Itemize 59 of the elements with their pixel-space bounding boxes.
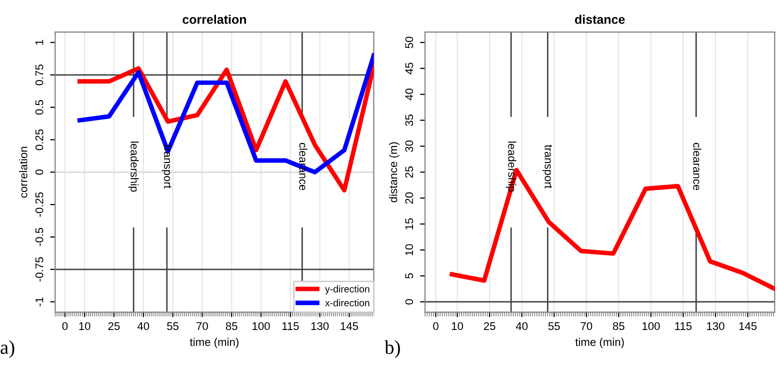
ref-line-label: clearance bbox=[693, 142, 702, 190]
y-tick-label: 15 bbox=[405, 218, 414, 230]
x-tick-label: 145 bbox=[340, 322, 358, 330]
x-tick-label: 40 bbox=[137, 322, 150, 330]
x-tick-label: 0 bbox=[62, 322, 68, 330]
y-tick-label: 40 bbox=[405, 88, 414, 100]
y-axis-title: distance (m) bbox=[389, 142, 400, 202]
x-tick-label: 130 bbox=[311, 322, 329, 330]
x-axis-title: time (min) bbox=[190, 338, 238, 348]
y-tick-label: -0.75 bbox=[35, 257, 44, 282]
y-tick-label: 25 bbox=[405, 166, 414, 178]
y-tick-label: -1 bbox=[35, 297, 44, 306]
x-tick-label: 145 bbox=[739, 322, 757, 330]
text: b) bbox=[384, 340, 400, 358]
y-tick-label: 0 bbox=[405, 299, 414, 304]
x-tick-label: 115 bbox=[675, 322, 692, 330]
ref-line-label: transport bbox=[542, 144, 552, 188]
ref-line-label: leadership bbox=[128, 142, 139, 192]
legend-label: x-direction bbox=[325, 299, 370, 306]
x-tick-label: 25 bbox=[484, 322, 496, 330]
x-tick-label: 0 bbox=[433, 322, 438, 330]
y-tick-label: 0.75 bbox=[35, 64, 44, 86]
y-tick-label: 35 bbox=[405, 114, 414, 126]
line-series bbox=[77, 64, 374, 193]
y-axis-title: correlation bbox=[19, 146, 28, 198]
x-tick-label: 115 bbox=[282, 322, 299, 330]
chart-title: distance bbox=[575, 14, 625, 24]
x-tick-label: 70 bbox=[580, 322, 592, 330]
x-tick-label: 130 bbox=[707, 322, 724, 330]
ref-line-label: clearance bbox=[299, 142, 308, 190]
y-tick-label: 50 bbox=[405, 36, 414, 48]
x-tick-label: 10 bbox=[79, 322, 90, 330]
text: a) bbox=[0, 340, 14, 358]
y-tick-label: 10 bbox=[405, 244, 414, 256]
ref-line-label: transport bbox=[162, 144, 172, 188]
y-tick-label: 30 bbox=[405, 140, 414, 152]
x-tick-label: 25 bbox=[108, 322, 120, 330]
y-tick-label: -0.5 bbox=[35, 228, 44, 246]
y-tick-label: 0.25 bbox=[35, 129, 44, 150]
y-tick-label: -0.25 bbox=[35, 192, 44, 217]
y-tick-label: 5 bbox=[405, 273, 414, 279]
y-tick-label: 0.5 bbox=[35, 100, 44, 115]
x-tick-label: 10 bbox=[452, 322, 464, 330]
y-tick-label: 45 bbox=[405, 62, 414, 74]
x-tick-label: 55 bbox=[548, 322, 560, 330]
y-tick-label: 1 bbox=[35, 40, 44, 45]
x-tick-label: 55 bbox=[167, 322, 179, 330]
x-tick-label: 100 bbox=[252, 322, 270, 330]
legend-label: y-direction bbox=[325, 285, 370, 294]
x-tick-label: 100 bbox=[642, 322, 660, 330]
x-tick-label: 85 bbox=[226, 322, 238, 330]
x-axis-title: time (min) bbox=[575, 338, 624, 348]
y-tick-label: 20 bbox=[405, 192, 414, 204]
x-tick-label: 85 bbox=[612, 322, 624, 330]
chart-title: correlation bbox=[182, 14, 246, 24]
y-tick-label: 0 bbox=[35, 169, 44, 175]
x-tick-label: 70 bbox=[196, 322, 208, 330]
ref-line-label: leadership bbox=[506, 142, 516, 192]
x-tick-label: 40 bbox=[516, 322, 528, 330]
